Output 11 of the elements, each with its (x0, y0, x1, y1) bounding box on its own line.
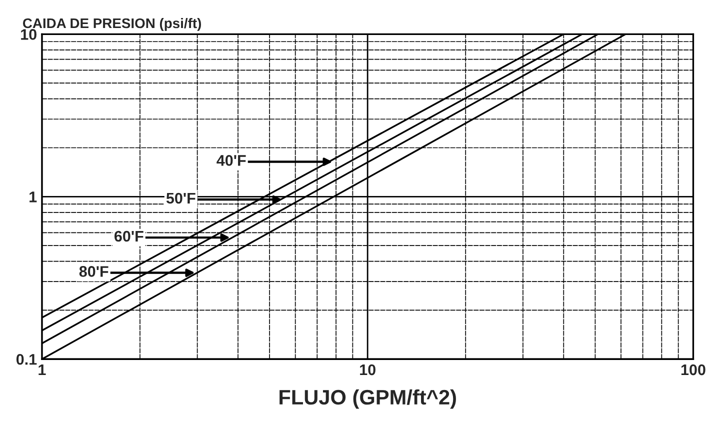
y-tick-label: 10 (21, 29, 36, 40)
annotation: 50'F (166, 192, 196, 204)
annotation: 60'F (114, 230, 144, 242)
x-axis-title: FLUJO (GPM/ft^2) (280, 389, 456, 409)
x-tick-label: 10 (360, 364, 376, 376)
x-tick-label: 100 (681, 364, 706, 376)
annotation: 80'F (79, 266, 108, 277)
y-tick-label: 1 (30, 192, 37, 202)
annotation: 40'F (216, 155, 246, 166)
y-tick-label: 0.1 (16, 354, 37, 365)
x-tick-label: 1 (38, 364, 46, 376)
